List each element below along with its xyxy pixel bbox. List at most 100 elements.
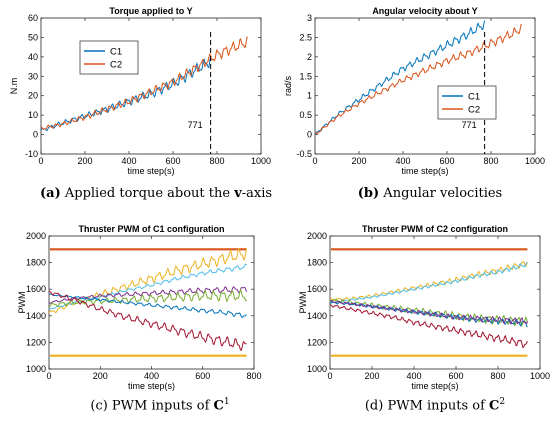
series-line-c2 bbox=[315, 23, 523, 135]
x-axis-label: time step(s) bbox=[128, 381, 175, 391]
chart-title: Angular velocity about Y bbox=[372, 6, 477, 16]
y-tick-label: 30 bbox=[28, 71, 38, 81]
chart-b: 0 200 400 600 800 1000-0.500.511.522.53Angula… bbox=[283, 6, 545, 176]
x-tick-label: 400 bbox=[406, 371, 421, 381]
plot-area-a bbox=[40, 17, 262, 155]
series-line-6 bbox=[330, 304, 528, 349]
x-tick-label: 1000 bbox=[530, 371, 550, 381]
y-tick-label: 1800 bbox=[26, 258, 46, 268]
y-tick-label: 1400 bbox=[307, 311, 327, 321]
x-tick-label: 1000 bbox=[251, 156, 271, 166]
x-tick-label: 0 bbox=[46, 371, 51, 381]
chart-title: Thruster PWM of C1 configuration bbox=[79, 224, 225, 234]
legend-box bbox=[79, 40, 139, 75]
x-tick-label: 400 bbox=[144, 371, 159, 381]
y-tick-label: 2000 bbox=[307, 231, 327, 241]
caption-d-bold: C bbox=[489, 398, 500, 414]
chart-title: Torque applied to Y bbox=[109, 6, 192, 16]
caption-a-text: Applied torque about the bbox=[60, 186, 235, 201]
caption-b-letter: (b) bbox=[357, 186, 380, 201]
y-tick-label: 1000 bbox=[307, 364, 327, 374]
caption-c-bold: C bbox=[213, 398, 224, 414]
x-tick-label: 600 bbox=[165, 156, 180, 166]
y-tick-label: -0.5 bbox=[296, 149, 312, 159]
y-tick-label: 0 bbox=[307, 130, 312, 140]
y-tick-label: 2 bbox=[307, 52, 312, 62]
y-tick-label: -10 bbox=[25, 149, 38, 159]
chart-d: 0 200 400 600 800 1000 1000 1200 1400 1600 1800 200… bbox=[298, 224, 550, 391]
y-axis-label: PWM bbox=[298, 292, 308, 314]
x-axis-label: time step(s) bbox=[127, 166, 174, 176]
y-tick-label: 1600 bbox=[26, 284, 46, 294]
series-line-4 bbox=[330, 301, 528, 328]
y-tick-label: 1.5 bbox=[299, 71, 312, 81]
x-tick-label: 0 bbox=[38, 156, 43, 166]
caption-c-sup: 1 bbox=[223, 397, 230, 407]
chart-title: Thruster PWM of C2 configuration bbox=[362, 224, 508, 234]
caption-d-sup: 2 bbox=[499, 397, 506, 407]
y-tick-label: 1600 bbox=[307, 284, 327, 294]
x-tick-label: 400 bbox=[121, 156, 136, 166]
x-tick-label: 800 bbox=[490, 371, 505, 381]
series-line-5 bbox=[330, 299, 528, 325]
x-tick-label: 200 bbox=[93, 371, 108, 381]
caption-a: (a) Applied torque about the v-axis bbox=[40, 186, 273, 201]
series-line-c1 bbox=[315, 20, 486, 135]
y-axis-label: PWM bbox=[17, 292, 27, 314]
plot-area-b bbox=[314, 17, 536, 155]
x-tick-label: 0 bbox=[327, 371, 332, 381]
y-tick-label: 10 bbox=[28, 110, 38, 120]
y-tick-label: 40 bbox=[28, 52, 38, 62]
series-line-4 bbox=[49, 288, 247, 307]
chart-c: 0 200 400 600 800 1000 1200 1400 1600 1800 2000 Thr… bbox=[17, 224, 262, 391]
legend-box bbox=[437, 85, 497, 120]
y-tick-label: 2.5 bbox=[299, 32, 312, 42]
x-tick-label: 800 bbox=[209, 156, 224, 166]
x-axis-label: time step(s) bbox=[411, 381, 458, 391]
y-tick-label: 1200 bbox=[26, 337, 46, 347]
caption-b-text: Angular velocities bbox=[379, 186, 503, 201]
y-tick-label: 0.5 bbox=[299, 110, 312, 120]
y-tick-label: 1200 bbox=[307, 337, 327, 347]
x-tick-label: 600 bbox=[439, 156, 454, 166]
x-tick-label: 800 bbox=[483, 156, 498, 166]
x-tick-label: 800 bbox=[246, 371, 261, 381]
caption-a-bold: v bbox=[234, 186, 242, 201]
y-axis-label: rad/s bbox=[283, 75, 293, 96]
y-tick-label: 20 bbox=[28, 91, 38, 101]
x-tick-label: 0 bbox=[312, 156, 317, 166]
marker-label: 771 bbox=[462, 120, 477, 130]
series-line-c2 bbox=[41, 36, 248, 130]
x-tick-label: 600 bbox=[195, 371, 210, 381]
y-tick-label: 1800 bbox=[307, 258, 327, 268]
y-tick-label: 50 bbox=[28, 32, 38, 42]
x-tick-label: 200 bbox=[364, 371, 379, 381]
caption-a-suffix: -axis bbox=[241, 186, 273, 201]
y-tick-label: 1000 bbox=[26, 364, 46, 374]
y-tick-label: 60 bbox=[28, 13, 38, 23]
caption-d-text: (d) PWM inputs of bbox=[364, 398, 490, 414]
x-tick-label: 1000 bbox=[525, 156, 545, 166]
y-tick-label: 1 bbox=[307, 91, 312, 101]
y-axis-label: N.m bbox=[9, 78, 19, 95]
caption-d: (d) PWM inputs of C2 bbox=[315, 397, 550, 413]
legend-entry: C2 bbox=[110, 60, 122, 71]
series-line-1 bbox=[330, 260, 528, 302]
y-tick-label: 0 bbox=[33, 130, 38, 140]
series-line-3 bbox=[49, 285, 248, 304]
legend-entry: C1 bbox=[110, 47, 122, 58]
plot-area-d bbox=[329, 235, 541, 370]
marker-label: 771 bbox=[188, 120, 203, 130]
caption-a-letter: (a) bbox=[40, 186, 61, 201]
x-tick-label: 600 bbox=[448, 371, 463, 381]
chart-a: 0 200 400 600 800 1000-100102030405060Torque … bbox=[9, 6, 271, 176]
series-line-6 bbox=[49, 290, 247, 352]
x-axis-label: time step(s) bbox=[401, 166, 448, 176]
x-tick-label: 400 bbox=[395, 156, 410, 166]
caption-b: (b) Angular velocities bbox=[315, 186, 545, 201]
caption-c: (c) PWM inputs of C1 bbox=[40, 397, 280, 413]
series-line-5 bbox=[49, 293, 247, 319]
caption-c-text: (c) PWM inputs of bbox=[90, 398, 214, 414]
y-tick-label: 3 bbox=[307, 13, 312, 23]
